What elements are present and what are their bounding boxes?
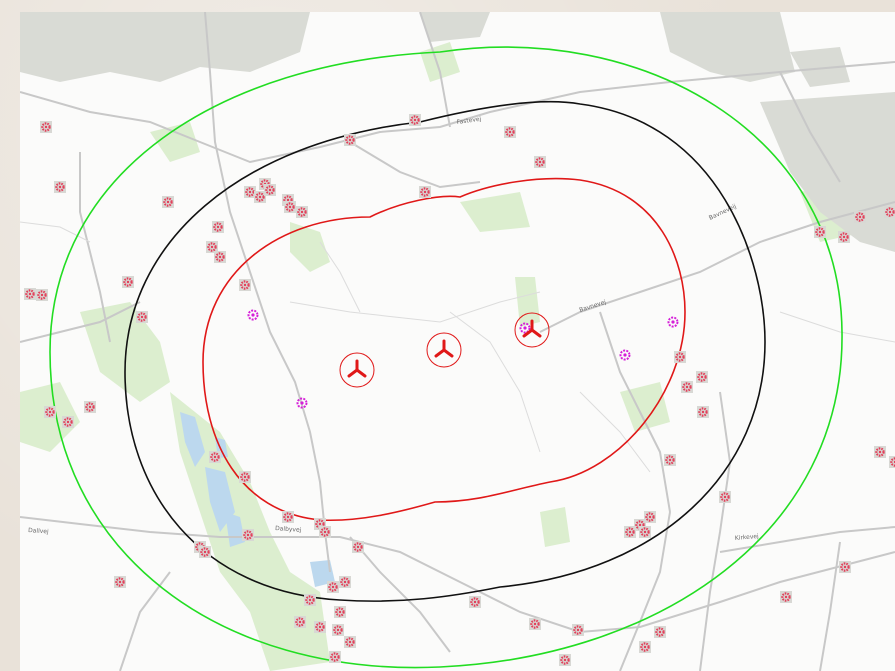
house-marker[interactable] (419, 186, 431, 198)
house-marker[interactable] (199, 546, 211, 558)
house-marker[interactable] (674, 351, 686, 363)
special-marker[interactable] (619, 349, 631, 361)
house-marker[interactable] (206, 241, 218, 253)
house-marker[interactable] (239, 279, 251, 291)
house-marker[interactable] (284, 201, 296, 213)
special-markers (247, 309, 679, 409)
special-marker[interactable] (519, 322, 531, 334)
house-marker[interactable] (314, 621, 326, 633)
road-label: Kirkevej (735, 533, 760, 542)
house-marker[interactable] (242, 529, 254, 541)
house-marker[interactable] (304, 594, 316, 606)
road-network (20, 12, 895, 671)
house-marker[interactable] (654, 626, 666, 638)
special-marker[interactable] (296, 397, 308, 409)
house-marker[interactable] (697, 406, 709, 418)
house-marker[interactable] (40, 121, 52, 133)
zone-inner-red (202, 177, 686, 522)
house-marker[interactable] (319, 526, 331, 538)
house-marker[interactable] (162, 196, 174, 208)
house-marker[interactable] (884, 206, 895, 218)
house-marker[interactable] (409, 114, 421, 126)
house-marker[interactable] (814, 226, 826, 238)
distance-zones (49, 46, 843, 669)
house-marker[interactable] (719, 491, 731, 503)
zone-outer-green (49, 46, 843, 669)
road-label: Dalbyvej (275, 525, 302, 534)
special-marker[interactable] (247, 309, 259, 321)
house-marker[interactable] (854, 211, 866, 223)
house-marker[interactable] (254, 191, 266, 203)
wind-turbines (339, 312, 550, 388)
road-label: Dallvej (28, 527, 49, 535)
house-marker[interactable] (780, 591, 792, 603)
house-marker[interactable] (344, 134, 356, 146)
house-marker[interactable] (534, 156, 546, 168)
map-canvas[interactable]: Fastevej Dallvej Bavneveij Bavnevej Dalb… (20, 12, 895, 671)
house-marker[interactable] (209, 451, 221, 463)
house-marker[interactable] (572, 624, 584, 636)
house-marker[interactable] (639, 641, 651, 653)
house-marker[interactable] (84, 401, 96, 413)
house-marker[interactable] (122, 276, 134, 288)
house-marker[interactable] (214, 251, 226, 263)
house-marker[interactable] (874, 446, 886, 458)
house-marker[interactable] (296, 206, 308, 218)
house-marker[interactable] (62, 416, 74, 428)
house-marker[interactable] (681, 381, 693, 393)
house-marker[interactable] (334, 606, 346, 618)
map-view[interactable]: Fastevej Dallvej Bavneveij Bavnevej Dalb… (20, 12, 895, 671)
house-marker[interactable] (559, 654, 571, 666)
house-marker[interactable] (664, 454, 676, 466)
house-marker[interactable] (264, 184, 276, 196)
house-marker[interactable] (244, 186, 256, 198)
house-marker[interactable] (344, 636, 356, 648)
minor-roads (20, 221, 895, 473)
house-marker[interactable] (644, 511, 656, 523)
dwelling-markers (24, 114, 895, 666)
wind-turbine-icon[interactable] (339, 352, 375, 388)
road-label: Fastevej (456, 116, 482, 126)
house-marker[interactable] (44, 406, 56, 418)
road-label: Bavneveij (708, 203, 738, 222)
house-marker[interactable] (889, 456, 895, 468)
house-marker[interactable] (327, 581, 339, 593)
house-marker[interactable] (24, 288, 36, 300)
house-marker[interactable] (469, 596, 481, 608)
green-areas (20, 42, 865, 671)
house-marker[interactable] (529, 618, 541, 630)
house-marker[interactable] (282, 511, 294, 523)
house-marker[interactable] (114, 576, 126, 588)
house-marker[interactable] (839, 561, 851, 573)
zone-middle-black (124, 100, 766, 602)
house-marker[interactable] (696, 371, 708, 383)
house-marker[interactable] (54, 181, 66, 193)
house-marker[interactable] (352, 541, 364, 553)
house-marker[interactable] (639, 526, 651, 538)
house-marker[interactable] (239, 471, 251, 483)
house-marker[interactable] (136, 311, 148, 323)
house-marker[interactable] (339, 576, 351, 588)
house-marker[interactable] (294, 616, 306, 628)
special-marker[interactable] (667, 316, 679, 328)
wind-turbine-icon[interactable] (426, 332, 462, 368)
house-marker[interactable] (838, 231, 850, 243)
house-marker[interactable] (624, 526, 636, 538)
house-marker[interactable] (212, 221, 224, 233)
road-label: Bavnevej (578, 299, 607, 314)
house-marker[interactable] (36, 289, 48, 301)
house-marker[interactable] (332, 624, 344, 636)
house-marker[interactable] (329, 651, 341, 663)
house-marker[interactable] (504, 126, 516, 138)
wind-turbine-icon[interactable] (514, 312, 550, 348)
